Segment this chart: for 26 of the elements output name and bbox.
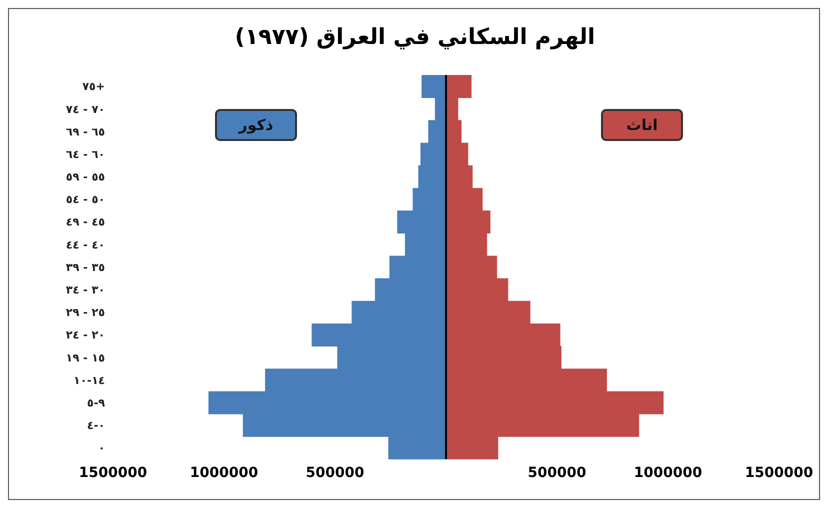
y-tick-label: ٩-٥ — [86, 396, 106, 410]
text: اناث — [601, 109, 683, 141]
y-tick-label: ٤٥ - ٤٩ — [66, 216, 106, 229]
y-tick-label: ١٥ - ١٩ — [66, 351, 106, 364]
x-tick-label: 1500000 — [78, 464, 148, 481]
chart-title: الهرم السكاني في العراق (١٩٧٧) — [234, 25, 596, 50]
y-tick-label: ٠-٤ — [86, 419, 105, 432]
y-tick-label: ٢٥ - ٢٩ — [66, 306, 106, 320]
y-tick-label: ٣٠ - ٣٤ — [66, 283, 105, 296]
y-tick-label: ٥٠ - ٥٤ — [66, 193, 105, 206]
y-tick-label: ٣٥ - ٣٩ — [66, 260, 106, 274]
x-tick-label: 500000 — [528, 464, 586, 481]
y-tick-label: ١٤-١٠ — [74, 374, 105, 387]
y-tick-label: ٥٥ - ٥٩ — [66, 170, 106, 184]
y-tick-label: ٤٠ - ٤٤ — [66, 238, 105, 252]
y-tick-label: ٧٥+ — [82, 80, 105, 94]
y-tick-label: ٦٠ - ٦٤ — [66, 148, 105, 161]
x-tick-label: 1000000 — [634, 464, 702, 481]
x-tick-label: 1000000 — [190, 464, 258, 481]
y-tick-label: ٧٠ - ٧٤ — [66, 102, 105, 116]
y-tick-label: ٢٠ - ٢٤ — [66, 328, 105, 342]
y-tick-label: ٠ — [98, 442, 105, 455]
text: ذكور — [215, 109, 297, 141]
x-tick-label: 500000 — [306, 464, 364, 481]
x-tick-label: 1500000 — [744, 464, 814, 481]
y-tick-label: ٦٥ - ٦٩ — [66, 125, 106, 138]
